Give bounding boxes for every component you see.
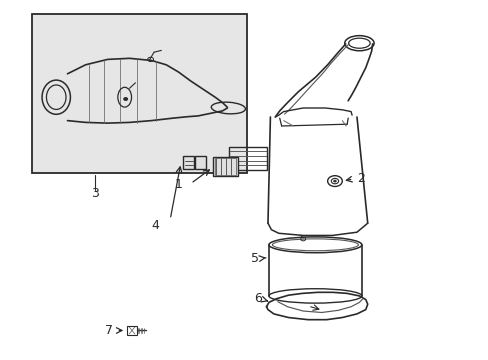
Text: 1: 1 — [174, 178, 182, 191]
Bar — [32, 14, 246, 173]
Text: 3: 3 — [91, 187, 99, 200]
Bar — [195, 156, 206, 169]
Ellipse shape — [333, 180, 336, 182]
Text: 6: 6 — [253, 292, 261, 305]
Bar — [127, 326, 137, 335]
Text: 5: 5 — [251, 252, 259, 265]
Text: 2: 2 — [356, 172, 364, 185]
Bar — [213, 157, 237, 176]
Bar — [228, 147, 266, 170]
Text: 4: 4 — [151, 219, 159, 232]
Ellipse shape — [123, 98, 127, 100]
Bar — [214, 158, 236, 175]
Text: 7: 7 — [104, 324, 112, 337]
Bar — [183, 156, 193, 169]
